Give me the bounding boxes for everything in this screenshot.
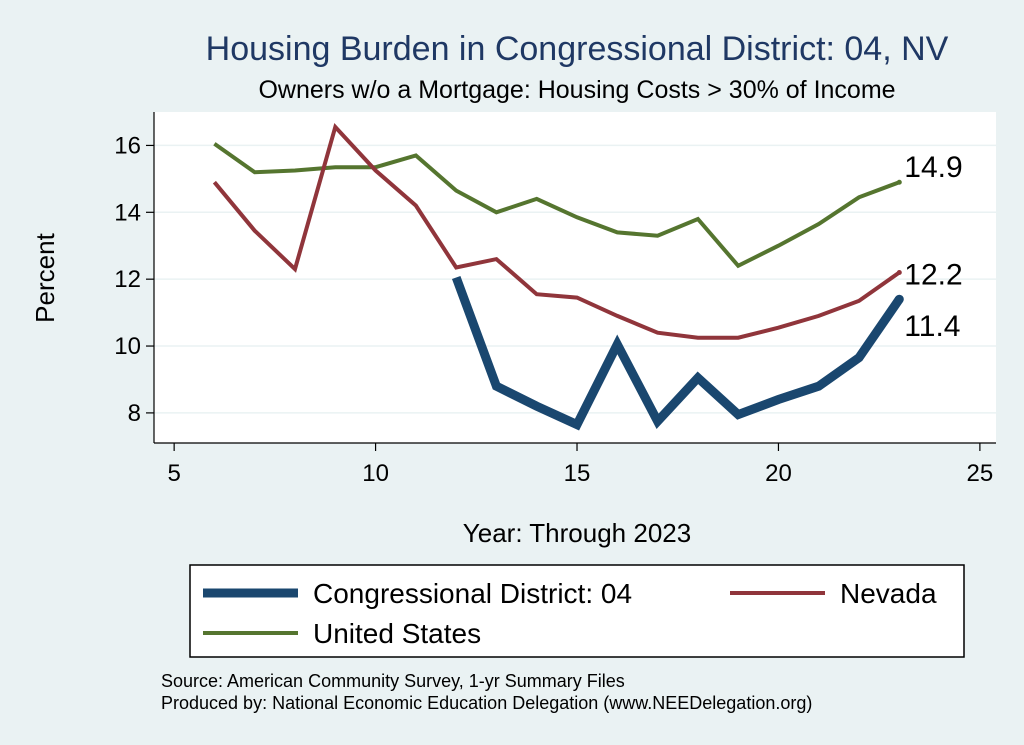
end-label-2: 14.9 bbox=[904, 151, 962, 184]
chart-subtitle: Owners w/o a Mortgage: Housing Costs > 3… bbox=[258, 76, 895, 104]
end-label-0: 11.4 bbox=[904, 310, 960, 343]
y-tick-label: 10 bbox=[114, 333, 141, 360]
y-tick-label: 8 bbox=[128, 400, 141, 427]
x-tick-label: 20 bbox=[765, 460, 792, 487]
series-end-point-1 bbox=[896, 269, 902, 275]
x-tick-label: 10 bbox=[362, 460, 389, 487]
y-tick-label: 12 bbox=[114, 266, 141, 293]
legend-label-1: Nevada bbox=[840, 578, 937, 609]
x-axis-title: Year: Through 2023 bbox=[463, 518, 691, 548]
plot-area bbox=[154, 112, 996, 443]
series-line-2 bbox=[213, 142, 901, 269]
axes: 8 10 12 14 16 5 10 15 20 25 bbox=[114, 112, 996, 487]
x-tick-label: 15 bbox=[564, 460, 591, 487]
legend-box bbox=[189, 564, 965, 658]
series-line-0 bbox=[451, 275, 904, 431]
y-tick-label: 14 bbox=[114, 199, 141, 226]
series-lines bbox=[212, 123, 904, 431]
legend-label-0: Congressional District: 04 bbox=[313, 578, 632, 609]
end-label-1: 12.2 bbox=[904, 258, 962, 291]
series-end-point-0 bbox=[894, 294, 904, 304]
x-tick-label: 5 bbox=[167, 460, 180, 487]
x-tick-label: 25 bbox=[967, 460, 994, 487]
chart-title: Housing Burden in Congressional District… bbox=[206, 30, 949, 68]
producer-line: Produced by: National Economic Education… bbox=[161, 693, 812, 713]
series-line-1 bbox=[212, 123, 901, 340]
y-axis-title: Percent bbox=[30, 232, 60, 322]
legend-label-2: United States bbox=[313, 618, 481, 649]
grid-lines bbox=[154, 144, 996, 414]
y-tick-label: 16 bbox=[114, 132, 141, 159]
source-line: Source: American Community Survey, 1-yr … bbox=[161, 671, 625, 691]
legend: Congressional District: 04 Nevada United S… bbox=[203, 578, 937, 649]
end-labels: 11.4 12.2 14.9 bbox=[904, 151, 962, 343]
series-end-point-2 bbox=[896, 179, 902, 185]
